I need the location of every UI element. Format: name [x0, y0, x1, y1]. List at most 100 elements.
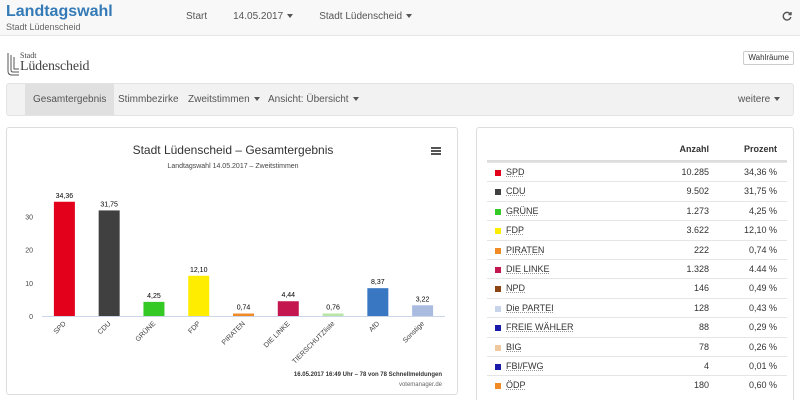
chart-title: Stadt Lüdenscheid – Gesamtergebnis	[132, 143, 334, 157]
tab-gesamtergebnis[interactable]: Gesamtergebnis	[25, 84, 115, 115]
bar-afd	[367, 288, 389, 316]
vote-count: 1.273	[686, 205, 709, 216]
zweitstimmen-label: Zweitstimmen	[188, 94, 250, 105]
brand[interactable]: Landtagswahl Stadt Lüdenscheid	[6, 2, 113, 33]
vote-percent: 34,36 %	[743, 167, 777, 177]
table-row: PIRATEN 222 0,74 %	[487, 239, 787, 259]
bar-chart: 0 10 20 30 34,36 SPD 31,75 CDU 4,25 GRÜNE 12,10 FDP…	[25, 193, 445, 366]
y-tick-label: 10	[25, 281, 33, 288]
party-color-swatch	[495, 267, 501, 273]
data-label: 12,10	[190, 267, 208, 274]
party-link[interactable]: CDU	[506, 186, 526, 197]
party-link[interactable]: FDP	[506, 225, 524, 236]
bar-die-linke	[277, 301, 299, 316]
bar-cdu	[98, 210, 120, 316]
vote-percent: 12,10 %	[743, 225, 777, 236]
vote-count: 128	[693, 302, 709, 313]
party-link[interactable]: NPD	[506, 283, 526, 294]
logo-text-city: Lüdenscheid	[20, 59, 90, 74]
x-tick-label: CDU	[97, 320, 113, 336]
header-prozent: Prozent	[743, 144, 777, 154]
table-row: BIG 78 0,26 %	[487, 336, 787, 356]
bar-tierschutzliste	[322, 313, 344, 316]
vote-percent: 4,25 %	[748, 205, 777, 216]
party-color-swatch	[495, 325, 501, 332]
data-label: 3,22	[416, 296, 430, 303]
brand-title[interactable]: Landtagswahl	[6, 3, 113, 20]
vote-percent: 0,01 %	[748, 361, 777, 371]
table-row: FDP 3.622 12,10 %	[487, 220, 787, 239]
party-link[interactable]: BIG	[506, 341, 522, 352]
data-label: 4,25	[147, 293, 161, 300]
vote-count: 9.502	[686, 186, 709, 197]
refresh-icon[interactable]	[782, 10, 792, 24]
x-tick-label: DIE LINKE	[263, 320, 292, 349]
vote-percent: 31,75 %	[743, 186, 777, 197]
vote-percent: 0,60 %	[748, 380, 777, 391]
top-nav: Start 14.05.2017 Stadt Lüdenscheid	[186, 11, 438, 22]
vote-percent: 0,26 %	[748, 341, 777, 352]
brand-subtitle: Stadt Lüdenscheid	[6, 22, 81, 32]
chart-footnote: 16.05.2017 16:49 Uhr – 78 von 78 Schnell…	[293, 372, 442, 378]
menu-icon[interactable]	[431, 147, 441, 155]
party-link[interactable]: Die PARTEI	[506, 302, 554, 313]
chevron-down-icon	[287, 14, 294, 19]
bar-piraten	[233, 313, 254, 316]
table-row: ÖDP 180 0,60 %	[487, 375, 787, 394]
nav-start-link[interactable]: Start	[186, 11, 208, 22]
tab-stimmbezirke[interactable]: Stimmbezirke	[118, 94, 179, 105]
x-tick-label: TIERSCHUTZliste	[291, 320, 336, 365]
table-row: FREIE WÄHLER 88 0,29 %	[487, 317, 787, 336]
table-row: DIE LINKE 1.328 4.44 %	[487, 259, 787, 278]
bar-spd	[53, 201, 75, 316]
nav-place-label: Stadt Lüdenscheid	[319, 11, 403, 22]
party-link[interactable]: PIRATEN	[506, 244, 545, 255]
party-link[interactable]: DIE LINKE	[506, 264, 550, 274]
ansicht-dropdown[interactable]: Ansicht: Übersicht	[268, 84, 359, 115]
party-color-swatch	[495, 286, 501, 293]
x-tick-label: GRÜNE	[134, 320, 158, 344]
x-tick-label: FDP	[187, 320, 202, 335]
vote-percent: 0,43 %	[748, 302, 777, 313]
data-label: 0,74	[237, 305, 251, 312]
x-tick-label: SPD	[53, 320, 68, 335]
table-row: FBI/FWG 4 0,01 %	[487, 356, 787, 375]
chevron-down-icon	[352, 97, 359, 102]
nav-date-dropdown[interactable]: 14.05.2017	[233, 11, 294, 22]
nav-place-dropdown[interactable]: Stadt Lüdenscheid	[319, 11, 413, 22]
party-color-swatch	[495, 305, 501, 312]
data-label: 4,44	[281, 292, 295, 299]
data-label: 0,76	[326, 304, 340, 311]
party-link[interactable]: SPD	[506, 167, 525, 177]
party-color-swatch	[495, 364, 501, 370]
top-navbar: Landtagswahl Stadt Lüdenscheid Start 14.…	[0, 0, 800, 36]
chart-panel: Stadt Lüdenscheid – Gesamtergebnis Landt…	[6, 127, 458, 395]
vote-percent: 0,74 %	[748, 244, 777, 255]
party-link[interactable]: FBI/FWG	[506, 361, 544, 371]
bar-fdp	[188, 275, 210, 316]
party-color-swatch	[495, 344, 501, 351]
party-color-swatch	[495, 189, 501, 196]
zweitstimmen-dropdown[interactable]: Zweitstimmen	[188, 84, 260, 115]
sub-navbar: Gesamtergebnis Stimmbezirke Zweitstimmen…	[6, 83, 794, 116]
vote-count: 1.328	[686, 264, 709, 274]
party-color-swatch	[495, 208, 501, 215]
party-link[interactable]: FREIE WÄHLER	[506, 322, 574, 333]
party-color-swatch	[495, 383, 501, 390]
x-tick-label: PIRATEN	[221, 320, 247, 346]
vote-count: 10.285	[681, 167, 709, 177]
y-tick-label: 0	[29, 314, 33, 321]
wahlraeume-button[interactable]: Wahlräume	[743, 51, 794, 65]
vote-percent: 4.44 %	[748, 264, 777, 274]
party-link[interactable]: GRÜNE	[506, 205, 539, 216]
party-link[interactable]: ÖDP	[506, 380, 526, 391]
x-tick-label: AfD	[368, 320, 381, 333]
weitere-dropdown[interactable]: weitere	[738, 84, 781, 115]
vote-count: 222	[693, 244, 709, 255]
vote-count: 180	[693, 380, 709, 391]
data-label: 34,36	[56, 193, 74, 200]
logo-text-stadt: Stadt	[20, 51, 37, 60]
data-label: 8,37	[371, 279, 385, 286]
weitere-label: weitere	[738, 94, 771, 105]
vote-count: 146	[693, 283, 709, 294]
